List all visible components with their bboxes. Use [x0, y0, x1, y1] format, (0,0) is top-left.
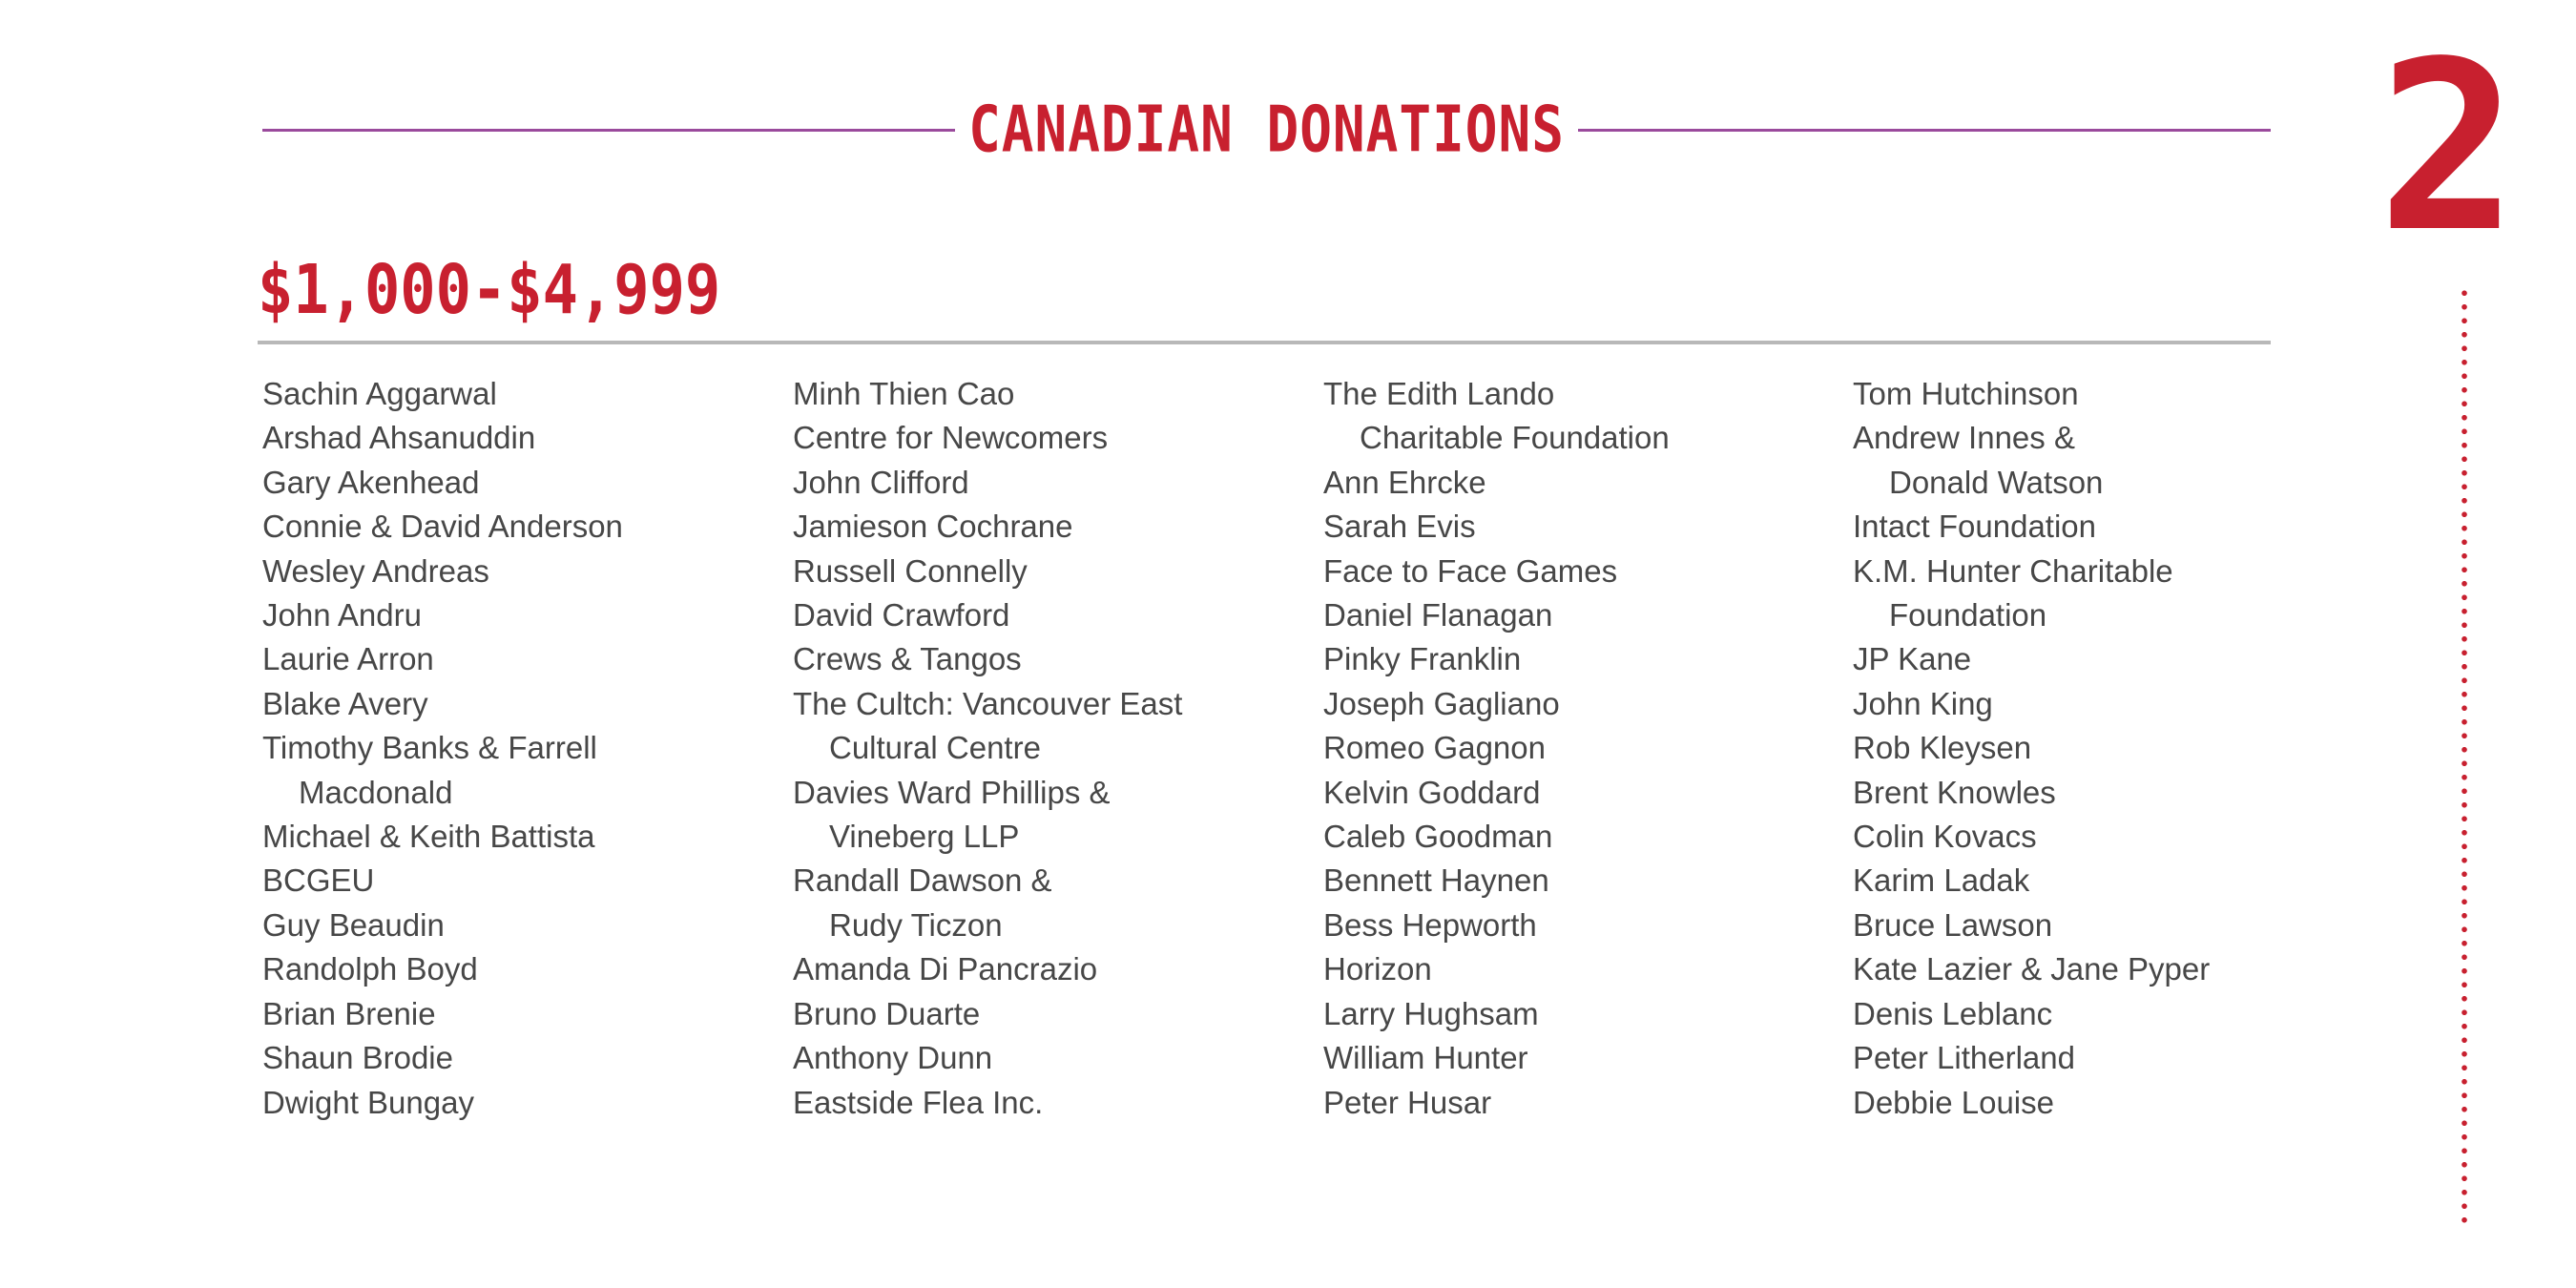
page-number: 2 [2378, 11, 2519, 283]
donor-entry: Debbie Louise [1853, 1084, 2054, 1120]
donor-entry: Timothy Banks & Farrell Macdonald [262, 726, 778, 815]
donor-line: K.M. Hunter Charitable [1853, 552, 2173, 589]
donor-entry: The Edith Lando Charitable Foundation [1323, 372, 1839, 461]
donor-entry: Brent Knowles [1853, 774, 2056, 810]
donor-line: Andrew Innes & [1853, 420, 2075, 456]
title-bar: CANADIAN DONATIONS [262, 93, 2271, 167]
donor-column: Tom Hutchinson Andrew Innes & Donald Watso… [1853, 372, 2368, 1125]
donor-entry: Kelvin Goddard [1323, 774, 1541, 810]
donor-entry: John Clifford [793, 464, 969, 500]
donor-entry: Laurie Arron [262, 641, 434, 677]
donor-entry: Karim Ladak [1853, 862, 2030, 899]
donor-entry: Jamieson Cochrane [793, 509, 1073, 545]
donor-entry: Eastside Flea Inc. [793, 1084, 1044, 1120]
donor-column: Sachin Aggarwal Arshad Ahsanuddin Gary Ake… [262, 372, 778, 1125]
donor-line: Cultural Centre [829, 730, 1041, 766]
donor-entry: Dwight Bungay [262, 1084, 474, 1120]
donor-line: Foundation [1889, 597, 2047, 634]
donor-entry: Bruce Lawson [1853, 906, 2053, 943]
donor-entry: Centre for Newcomers [793, 420, 1109, 456]
donor-entry: John Andru [262, 597, 422, 634]
donor-entry: Blake Avery [262, 685, 428, 721]
donor-entry: Peter Litherland [1853, 1040, 2075, 1076]
donor-entry: Connie & David Anderson [262, 509, 623, 545]
dotted-line [2462, 286, 2467, 1231]
donor-entry: Amanda Di Pancrazio [793, 951, 1098, 987]
donor-entry: Tom Hutchinson [1853, 376, 2079, 411]
donor-entry: Sarah Evis [1323, 509, 1476, 545]
donor-entry: Larry Hughsam [1323, 995, 1539, 1031]
donor-entry: Shaun Brodie [262, 1040, 453, 1076]
donor-entry: Colin Kovacs [1853, 819, 2037, 855]
donor-entry: John King [1853, 685, 1993, 721]
donor-entry: Guy Beaudin [262, 906, 445, 943]
donor-entry: BCGEU [262, 862, 375, 899]
donor-entry: William Hunter [1323, 1040, 1528, 1076]
donor-line: Randall Dawson & [793, 862, 1052, 899]
donor-entry: Michael & Keith Battista [262, 819, 595, 855]
section-title: $1,000-$4,999 [258, 249, 721, 330]
donor-entry: JP Kane [1853, 641, 1972, 677]
donor-entry: Arshad Ahsanuddin [262, 420, 536, 456]
donor-entry: Bess Hepworth [1323, 906, 1537, 943]
donor-entry: Kate Lazier & Jane Pyper [1853, 951, 2211, 987]
donor-entry: Daniel Flanagan [1323, 597, 1553, 634]
donor-entry: Gary Akenhead [262, 464, 480, 500]
title-rule [1577, 128, 2271, 132]
donor-line: Macdonald [299, 774, 453, 810]
donor-line: Charitable Foundation [1360, 420, 1670, 456]
title-rule [262, 128, 956, 132]
donor-line: Vineberg LLP [829, 819, 1020, 855]
donor-entry: Romeo Gagnon [1323, 730, 1546, 766]
donor-entry: Brian Brenie [262, 995, 436, 1031]
donor-entry: Andrew Innes & Donald Watson [1853, 416, 2368, 505]
donor-entry: Wesley Andreas [262, 552, 489, 589]
donor-entry: Bennett Haynen [1323, 862, 1549, 899]
donor-line: Timothy Banks & Farrell [262, 730, 597, 766]
donor-entry: Anthony Dunn [793, 1040, 993, 1076]
page-title: CANADIAN DONATIONS [968, 93, 1565, 167]
donor-entry: Horizon [1323, 951, 1432, 987]
donor-entry: Randall Dawson & Rudy Ticzon [793, 859, 1308, 947]
donor-entry: Sachin Aggarwal [262, 376, 497, 411]
donor-column: Minh Thien Cao Centre for Newcomers John C… [793, 372, 1308, 1125]
donor-entry: Randolph Boyd [262, 951, 478, 987]
donor-entry: David Crawford [793, 597, 1010, 634]
donor-column: The Edith Lando Charitable Foundation Ann … [1323, 372, 1839, 1125]
donor-entry: Davies Ward Phillips & Vineberg LLP [793, 771, 1308, 860]
donor-entry: K.M. Hunter Charitable Foundation [1853, 550, 2368, 638]
donor-entry: Russell Connelly [793, 552, 1028, 589]
donor-entry: Pinky Franklin [1323, 641, 1522, 677]
donor-entry: Minh Thien Cao [793, 376, 1015, 411]
donor-entry: Rob Kleysen [1853, 730, 2032, 766]
donor-entry: Face to Face Games [1323, 552, 1618, 589]
donor-entry: Crews & Tangos [793, 641, 1022, 677]
donor-entry: Denis Leblanc [1853, 995, 2053, 1031]
donor-entry: The Cultch: Vancouver East Cultural Centr… [793, 682, 1308, 771]
donor-line: Rudy Ticzon [829, 906, 1003, 943]
donor-line: The Cultch: Vancouver East [793, 685, 1183, 721]
donor-line: Donald Watson [1889, 464, 2104, 500]
donor-line: Davies Ward Phillips & [793, 774, 1111, 810]
donor-entry: Caleb Goodman [1323, 819, 1553, 855]
donor-entry: Peter Husar [1323, 1084, 1492, 1120]
donor-entry: Joseph Gagliano [1323, 685, 1560, 721]
section-rule [258, 341, 2271, 344]
donor-entry: Intact Foundation [1853, 509, 2097, 545]
donor-entry: Ann Ehrcke [1323, 464, 1486, 500]
donor-line: The Edith Lando [1323, 376, 1555, 411]
donor-entry: Bruno Duarte [793, 995, 981, 1031]
